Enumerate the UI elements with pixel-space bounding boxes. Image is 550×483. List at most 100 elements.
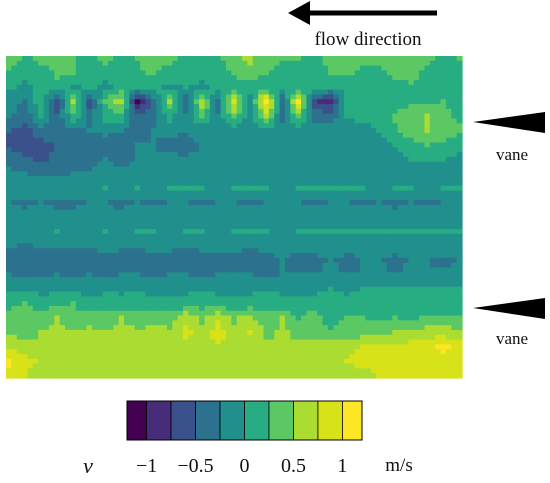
heatmap-cell — [43, 286, 50, 293]
heatmap-cell — [429, 80, 436, 86]
heatmap-cell — [27, 147, 34, 153]
heatmap-cell — [386, 272, 393, 278]
heatmap-cell — [215, 152, 222, 158]
heatmap-cell — [392, 272, 399, 278]
heatmap-cell — [360, 224, 367, 230]
heatmap-cell — [408, 209, 415, 216]
heatmap-cell — [365, 147, 372, 153]
heatmap-cell — [81, 301, 88, 307]
heatmap-cell — [445, 320, 452, 326]
heatmap-cell — [204, 325, 211, 331]
heatmap-cell — [91, 166, 98, 172]
heatmap-cell — [343, 176, 350, 182]
heatmap-cell — [397, 166, 404, 172]
heatmap-cell — [177, 296, 184, 302]
heatmap-cell — [419, 219, 426, 225]
heatmap-cell — [435, 310, 442, 317]
heatmap-cell — [38, 315, 45, 321]
heatmap-cell — [27, 94, 34, 100]
heatmap-cell — [370, 320, 377, 326]
heatmap-cell — [268, 84, 275, 91]
heatmap-cell — [199, 166, 206, 172]
heatmap-cell — [199, 257, 206, 264]
heatmap-cell — [161, 243, 168, 249]
heatmap-cell — [274, 123, 281, 129]
heatmap-cell — [236, 75, 243, 81]
heatmap-cell — [236, 70, 243, 76]
heatmap-cell — [231, 166, 238, 172]
heatmap-cell — [97, 204, 104, 211]
heatmap-cell — [317, 214, 324, 221]
heatmap-cell — [48, 80, 55, 86]
heatmap-cell — [161, 286, 168, 293]
heatmap-cell — [424, 281, 431, 288]
heatmap-cell — [81, 200, 88, 206]
heatmap-cell — [263, 152, 270, 158]
heatmap-cell — [333, 305, 340, 312]
heatmap-cell — [354, 171, 361, 177]
heatmap-cell — [48, 152, 55, 158]
heatmap-cell — [113, 108, 120, 115]
heatmap-cell — [6, 248, 12, 254]
heatmap-cell — [209, 229, 216, 235]
heatmap-cell — [392, 296, 399, 302]
heatmap-cell — [54, 281, 61, 288]
heatmap-cell — [38, 84, 45, 91]
heatmap-cell — [32, 200, 39, 206]
heatmap-cell — [258, 180, 265, 187]
heatmap-cell — [236, 113, 243, 120]
heatmap-cell — [242, 118, 249, 124]
heatmap-cell — [150, 161, 157, 168]
heatmap-cell — [97, 89, 104, 96]
heatmap-cell — [97, 281, 104, 288]
heatmap-cell — [360, 99, 367, 105]
heatmap-cell — [215, 156, 222, 163]
heatmap-cell — [54, 137, 61, 144]
heatmap-cell — [236, 94, 243, 100]
heatmap-cell — [451, 152, 458, 158]
heatmap-cell — [43, 70, 50, 76]
heatmap-cell — [429, 325, 436, 331]
heatmap-cell — [86, 166, 93, 172]
heatmap-cell — [161, 315, 168, 321]
heatmap-cell — [204, 214, 211, 221]
heatmap-cell — [22, 176, 29, 182]
heatmap-cell — [75, 224, 82, 230]
heatmap-cell — [456, 70, 463, 76]
heatmap-cell — [86, 113, 93, 120]
heatmap-cell — [145, 329, 152, 336]
heatmap-cell — [419, 310, 426, 317]
heatmap-cell — [317, 176, 324, 182]
heatmap-cell — [225, 224, 232, 230]
heatmap-cell — [161, 118, 168, 124]
heatmap-cell — [145, 257, 152, 264]
heatmap-cell — [231, 195, 238, 201]
heatmap-cell — [279, 118, 286, 124]
heatmap-cell — [113, 238, 120, 245]
heatmap-cell — [97, 200, 104, 206]
heatmap-cell — [43, 80, 50, 86]
heatmap-cell — [91, 329, 98, 336]
heatmap-cell — [134, 272, 141, 278]
heatmap-cell — [365, 229, 372, 235]
heatmap-cell — [284, 137, 291, 144]
heatmap-cell — [295, 219, 302, 225]
heatmap-cell — [140, 325, 147, 331]
heatmap-cell — [435, 70, 442, 76]
heatmap-cell — [284, 104, 291, 110]
heatmap-cell — [118, 248, 125, 254]
heatmap-cell — [440, 224, 447, 230]
heatmap-cell — [402, 320, 409, 326]
heatmap-cell — [188, 99, 195, 105]
heatmap-cell — [456, 152, 463, 158]
heatmap-cell — [429, 166, 436, 172]
heatmap-cell — [295, 286, 302, 293]
heatmap-cell — [392, 70, 399, 76]
heatmap-cell — [11, 128, 18, 134]
heatmap-cell — [306, 257, 313, 264]
heatmap-cell — [215, 286, 222, 293]
heatmap-cell — [193, 70, 200, 76]
heatmap-cell — [177, 161, 184, 168]
heatmap-cell — [419, 286, 426, 293]
heatmap-cell — [124, 104, 130, 110]
